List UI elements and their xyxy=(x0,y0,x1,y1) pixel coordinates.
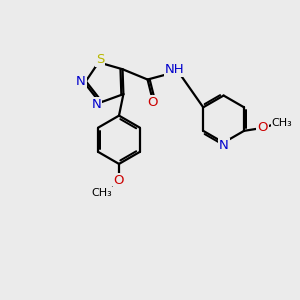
Text: N: N xyxy=(92,98,101,111)
Text: S: S xyxy=(96,53,104,66)
Text: CH₃: CH₃ xyxy=(92,188,112,198)
Text: O: O xyxy=(114,175,124,188)
Text: N: N xyxy=(76,75,86,88)
Text: O: O xyxy=(257,122,268,134)
Text: CH₃: CH₃ xyxy=(272,118,292,128)
Text: N: N xyxy=(219,139,229,152)
Text: NH: NH xyxy=(165,63,184,76)
Text: O: O xyxy=(148,96,158,109)
